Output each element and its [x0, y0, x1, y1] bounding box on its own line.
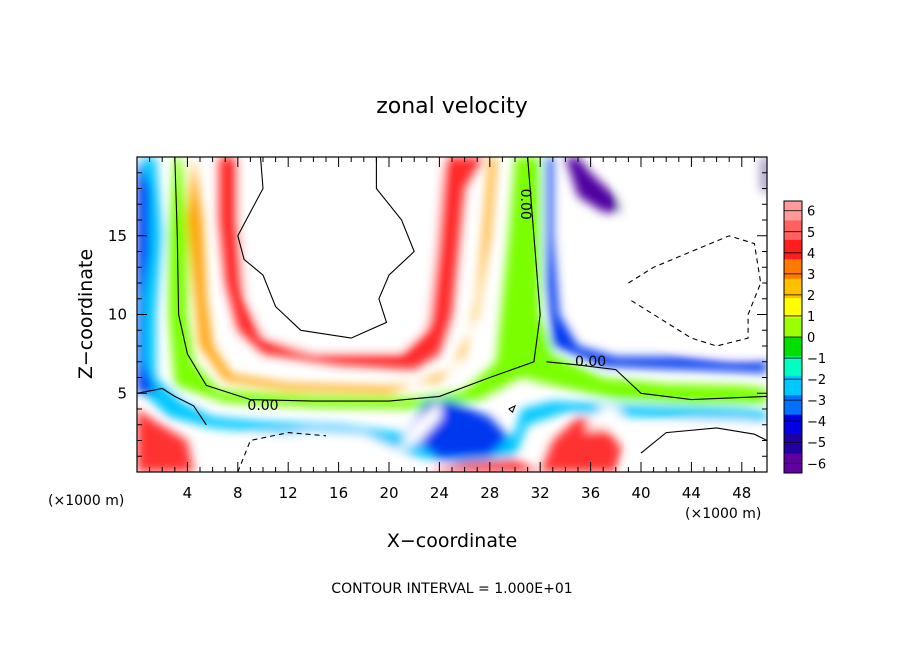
x-tick-label: 36 — [581, 484, 600, 502]
x-axis-label: X−coordinate — [387, 530, 517, 552]
contour-interval-note: CONTOUR INTERVAL = 1.000E+01 — [331, 581, 572, 597]
colorbar-label: 2 — [807, 289, 815, 304]
colorbar-label: 5 — [807, 226, 815, 241]
field-region-16 — [622, 420, 767, 472]
colorbar-swatch-1 — [784, 220, 802, 241]
y-tick-label: 15 — [108, 227, 127, 245]
colorbar-label: −4 — [807, 415, 826, 430]
colorbar-label: −6 — [807, 457, 826, 472]
contour-line-4 — [628, 235, 762, 347]
y-tick-label: 10 — [108, 306, 127, 324]
field-region-5 — [546, 157, 767, 373]
x-tick-label: 8 — [233, 484, 243, 502]
contour-lines — [137, 157, 767, 472]
field-region-7 — [565, 157, 623, 213]
field-region-0 — [200, 157, 484, 370]
contour-line-5 — [237, 432, 327, 472]
field-region-13 — [240, 157, 444, 350]
contour-label-2: 0.00 — [575, 354, 606, 370]
contour-line-7 — [508, 404, 517, 413]
colorbar-swatch-11 — [784, 414, 802, 435]
field-region-18 — [584, 405, 623, 432]
contour-line-1 — [137, 387, 207, 426]
colorbar-label: −5 — [807, 436, 826, 451]
colorbar-label: 0 — [807, 331, 815, 346]
colorbar: 6 5 4 3 2 1 0 −1 −2 −3 −4 −5 −6 — [783, 200, 826, 474]
contour-labels: 0.00 0.00 0.00 — [247, 189, 606, 414]
x-tick-label: 40 — [631, 484, 650, 502]
x-unit-left: (×1000 m) — [48, 493, 124, 509]
field-region-17 — [395, 401, 442, 454]
x-tick-label: 28 — [480, 484, 499, 502]
x-tick-label: 12 — [279, 484, 298, 502]
colorbar-swatch-3 — [784, 259, 802, 280]
colorbar-swatch-8 — [784, 356, 802, 377]
colorbar-label: −1 — [807, 352, 826, 367]
contour-line-6 — [640, 427, 767, 454]
x-axis: 4 8 12 16 20 24 28 32 36 40 44 48 — [149, 157, 755, 502]
contour-label-1: 0.00 — [247, 398, 278, 414]
colorbar-swatch-7 — [784, 337, 802, 357]
contour-line-3 — [237, 157, 415, 339]
colorbar-swatch-6 — [784, 317, 802, 338]
colorbar-label: 4 — [807, 247, 815, 262]
colorbar-label: 1 — [807, 310, 815, 325]
x-tick-label: 24 — [430, 484, 449, 502]
colorbar-label: −2 — [807, 373, 826, 388]
colorbar-swatch-5 — [784, 298, 802, 319]
colorbar-label: −3 — [807, 394, 826, 409]
field-region-4 — [137, 157, 156, 394]
x-tick-label: 4 — [183, 484, 193, 502]
contour-line-2 — [546, 361, 767, 401]
colorbar-swatch-10 — [784, 395, 802, 416]
field-region-8 — [760, 157, 767, 197]
colorbar-swatch-2 — [784, 239, 802, 260]
x-tick-label: 16 — [329, 484, 348, 502]
x-unit-right: (×1000 m) — [685, 506, 761, 522]
colorbar-label: 3 — [807, 268, 815, 283]
field-region-14 — [622, 157, 761, 353]
y-axis-label: Z−coordinate — [75, 249, 97, 379]
field-region-15 — [225, 431, 415, 472]
velocity-field — [137, 157, 767, 472]
contour-label-0: 0.00 — [517, 189, 533, 220]
x-tick-label: 20 — [379, 484, 398, 502]
field-region-1 — [187, 157, 497, 394]
field-region-11 — [426, 459, 541, 472]
field-region-10 — [137, 409, 194, 472]
x-tick-label: 48 — [732, 484, 751, 502]
x-tick-label: 44 — [682, 484, 701, 502]
chart-title: zonal velocity — [376, 94, 528, 119]
colorbar-label: 6 — [807, 205, 815, 220]
colorbar-swatch-9 — [784, 375, 802, 396]
x-tick-label: 32 — [531, 484, 550, 502]
contour-line-0 — [174, 157, 541, 402]
field-shading — [137, 157, 767, 472]
y-axis: 5 10 15 — [108, 172, 767, 457]
field-region-9 — [540, 416, 623, 472]
colorbar-swatch-12 — [784, 434, 802, 455]
y-tick-label: 5 — [117, 384, 127, 402]
colorbar-swatch-4 — [784, 278, 802, 299]
